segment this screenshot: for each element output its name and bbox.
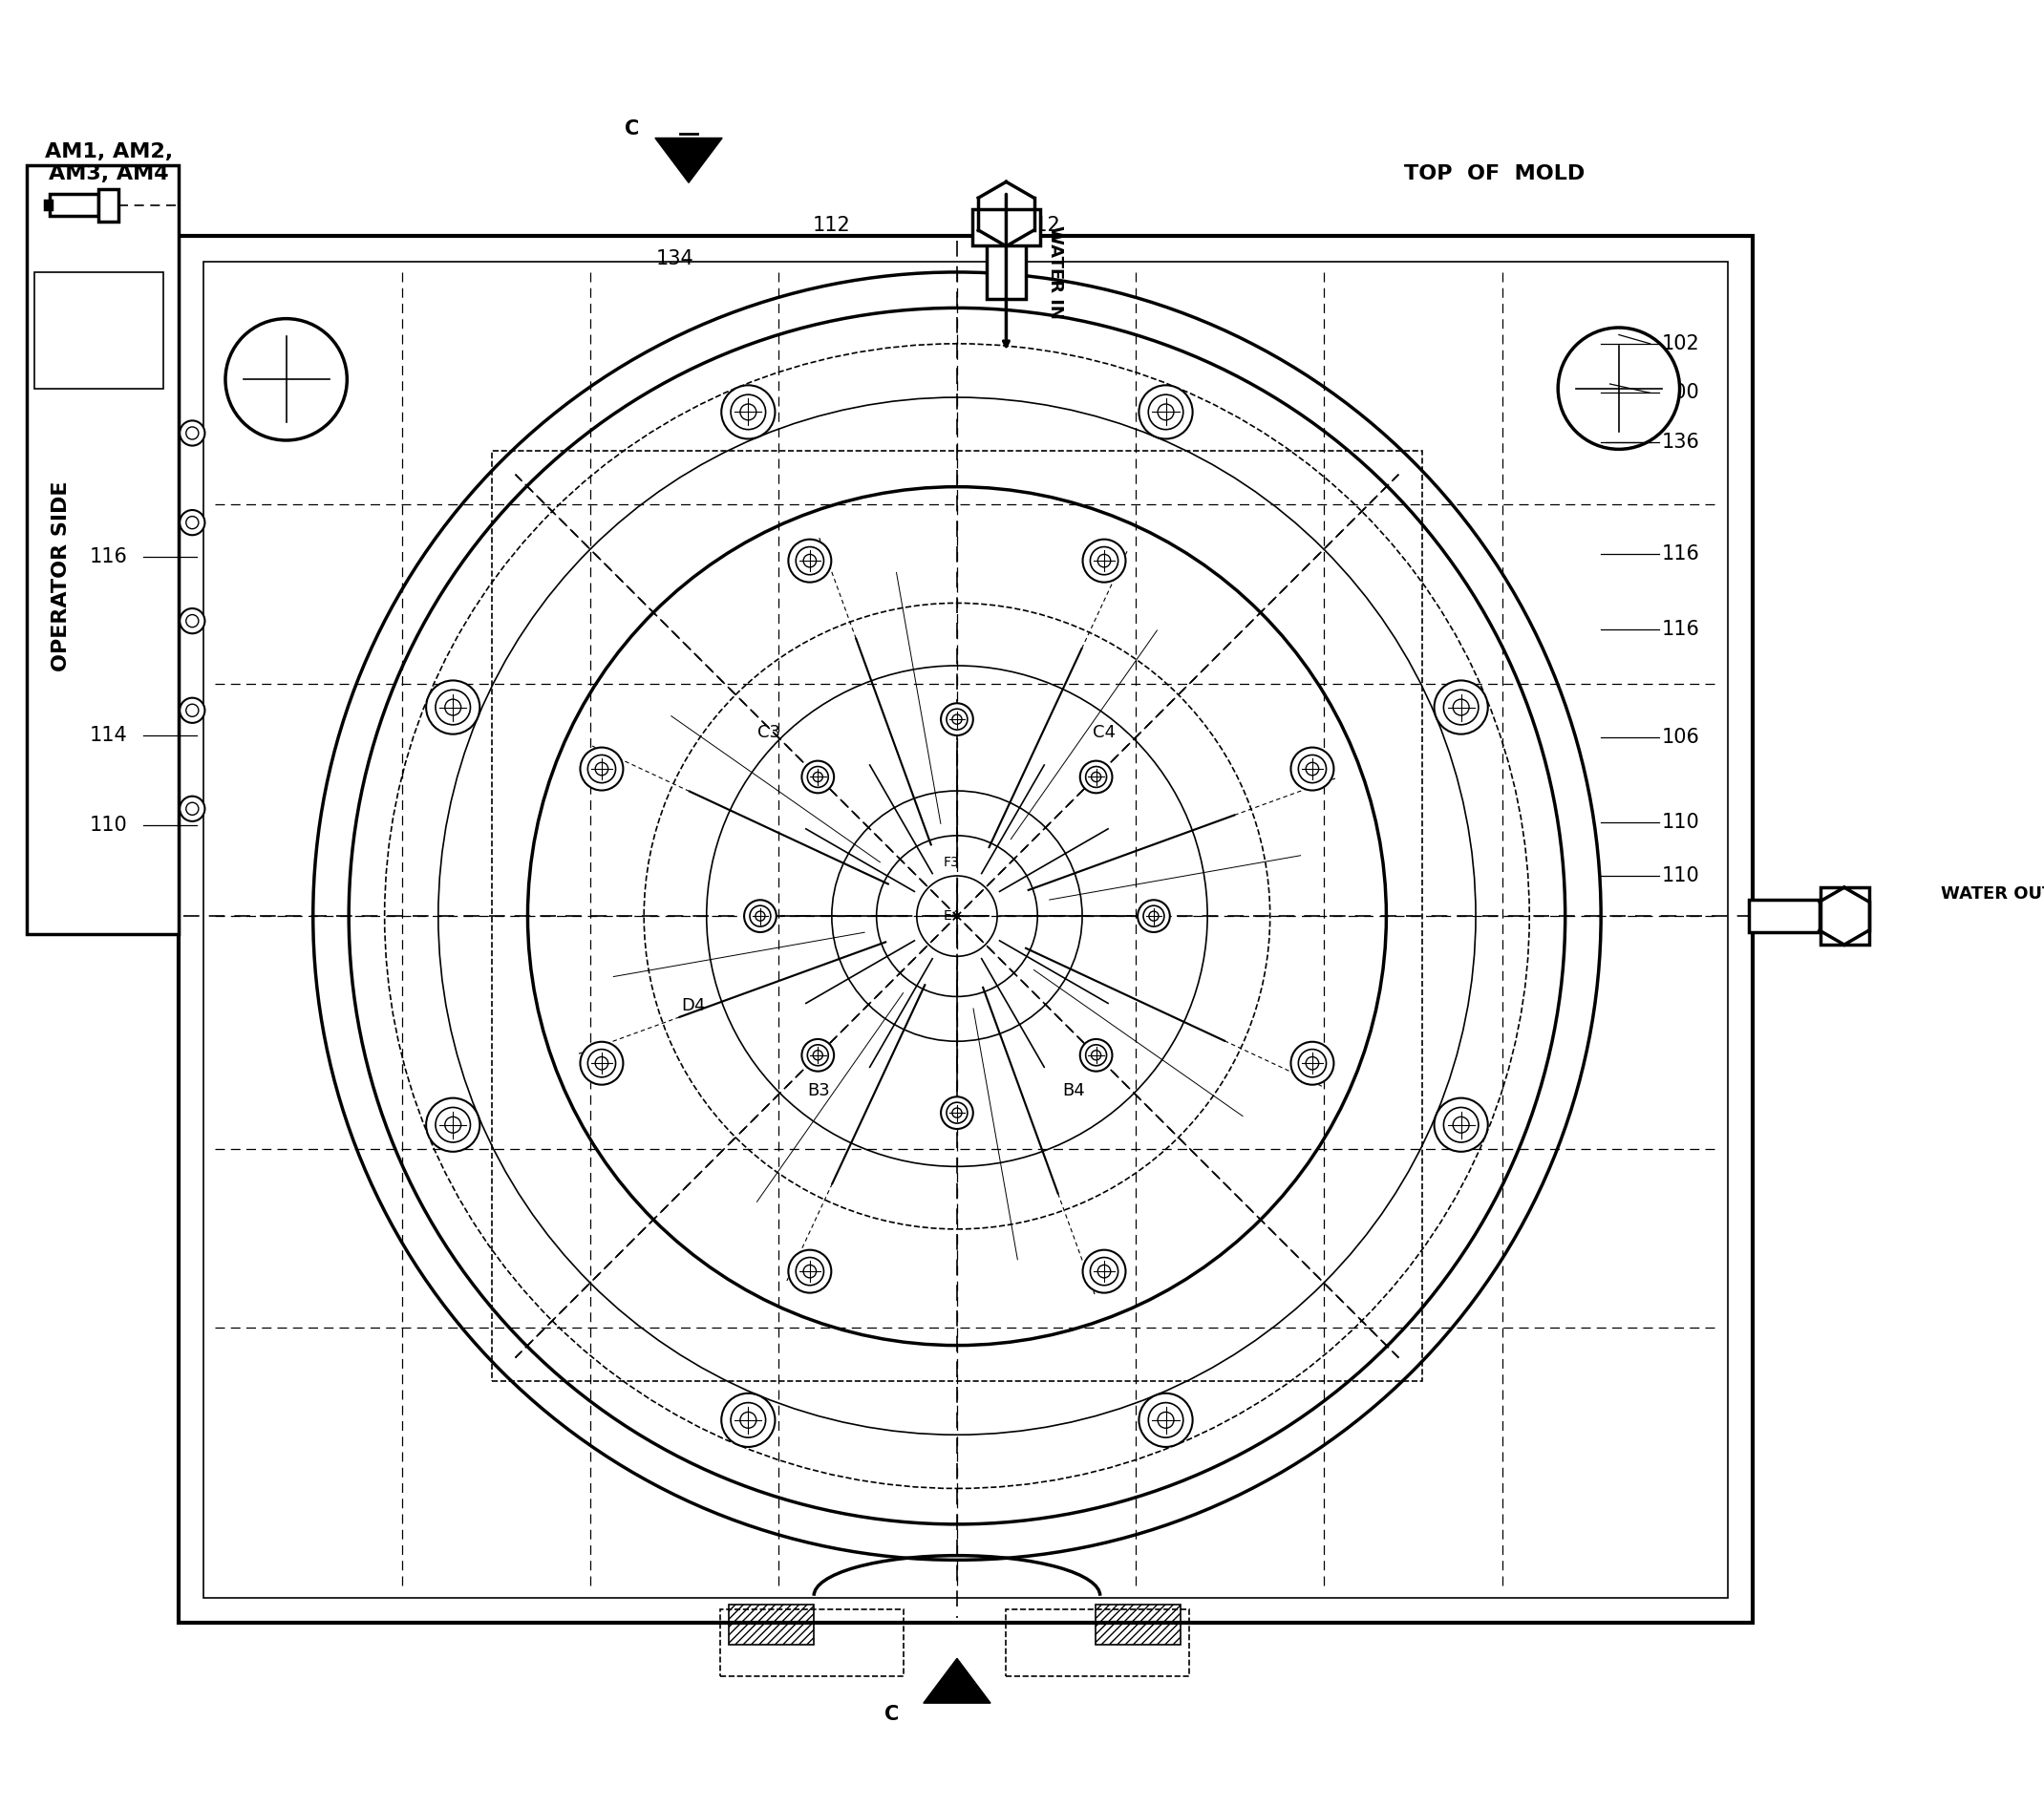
Circle shape bbox=[1079, 761, 1112, 794]
Circle shape bbox=[180, 698, 204, 723]
Text: 114: 114 bbox=[90, 725, 129, 745]
Text: 116: 116 bbox=[90, 548, 129, 566]
Text: 112: 112 bbox=[1022, 217, 1061, 235]
Circle shape bbox=[1435, 680, 1488, 734]
Text: 110: 110 bbox=[1662, 812, 1701, 832]
Circle shape bbox=[180, 421, 204, 445]
Circle shape bbox=[722, 385, 775, 439]
Text: WATER OUT: WATER OUT bbox=[1942, 886, 2044, 902]
Text: 110: 110 bbox=[90, 815, 129, 835]
Circle shape bbox=[180, 796, 204, 821]
Text: 102: 102 bbox=[1662, 334, 1701, 353]
Circle shape bbox=[1139, 1394, 1192, 1446]
Text: 106: 106 bbox=[1662, 727, 1701, 747]
Text: 112: 112 bbox=[814, 217, 850, 235]
Circle shape bbox=[1139, 900, 1169, 933]
Bar bbox=[49, 193, 98, 215]
Bar bbox=[730, 1606, 814, 1645]
Text: B4: B4 bbox=[1063, 1081, 1085, 1099]
Text: C4: C4 bbox=[1094, 725, 1116, 741]
Circle shape bbox=[1435, 1097, 1488, 1152]
Bar bbox=[98, 190, 119, 221]
Text: D4: D4 bbox=[681, 996, 705, 1014]
Bar bbox=[35, 273, 164, 389]
Circle shape bbox=[1139, 385, 1192, 439]
Circle shape bbox=[1083, 539, 1126, 582]
Text: 100: 100 bbox=[1662, 383, 1701, 403]
Bar bbox=[1096, 1606, 1181, 1645]
Text: 136: 136 bbox=[1662, 432, 1701, 452]
Circle shape bbox=[1292, 1041, 1335, 1085]
Bar bbox=[493, 450, 1423, 1381]
Text: AM1, AM2,
AM3, AM4: AM1, AM2, AM3, AM4 bbox=[45, 143, 174, 184]
Text: C: C bbox=[885, 1705, 899, 1725]
Text: 134: 134 bbox=[656, 250, 695, 268]
Circle shape bbox=[225, 318, 347, 441]
Text: F3: F3 bbox=[944, 855, 959, 870]
Bar bbox=[1748, 900, 1838, 933]
Circle shape bbox=[744, 900, 777, 933]
Bar bbox=[180, 237, 1754, 1622]
Circle shape bbox=[580, 1041, 623, 1085]
Text: WATER IN: WATER IN bbox=[1047, 226, 1065, 318]
Circle shape bbox=[940, 703, 973, 736]
FancyArrow shape bbox=[924, 1658, 991, 1703]
Circle shape bbox=[722, 1394, 775, 1446]
Circle shape bbox=[425, 1097, 480, 1152]
FancyArrow shape bbox=[656, 137, 722, 183]
Bar bbox=[27, 165, 180, 935]
Bar bbox=[719, 1609, 903, 1676]
Text: 116: 116 bbox=[1662, 544, 1701, 564]
Text: C: C bbox=[625, 119, 640, 139]
Circle shape bbox=[580, 747, 623, 790]
Bar bbox=[1819, 888, 1870, 946]
Circle shape bbox=[801, 761, 834, 794]
Text: 116: 116 bbox=[1662, 620, 1701, 640]
Text: B3: B3 bbox=[807, 1081, 830, 1099]
Circle shape bbox=[1079, 1040, 1112, 1072]
Circle shape bbox=[180, 609, 204, 633]
Text: C3: C3 bbox=[758, 725, 781, 741]
Circle shape bbox=[1292, 747, 1335, 790]
Circle shape bbox=[940, 1097, 973, 1128]
Circle shape bbox=[1083, 1249, 1126, 1293]
Circle shape bbox=[801, 1040, 834, 1072]
Bar bbox=[973, 210, 1040, 246]
Text: 110: 110 bbox=[1662, 866, 1701, 886]
Bar bbox=[204, 262, 1727, 1598]
Bar bbox=[987, 219, 1026, 298]
Circle shape bbox=[425, 680, 480, 734]
Bar bbox=[1006, 1609, 1190, 1676]
Text: OPERATOR SIDE: OPERATOR SIDE bbox=[51, 481, 69, 671]
Circle shape bbox=[789, 539, 832, 582]
Bar bbox=[45, 201, 51, 210]
Text: E4: E4 bbox=[944, 909, 961, 922]
Circle shape bbox=[1558, 327, 1680, 448]
Text: TOP  OF  MOLD: TOP OF MOLD bbox=[1404, 165, 1584, 183]
Circle shape bbox=[789, 1249, 832, 1293]
Circle shape bbox=[180, 510, 204, 535]
